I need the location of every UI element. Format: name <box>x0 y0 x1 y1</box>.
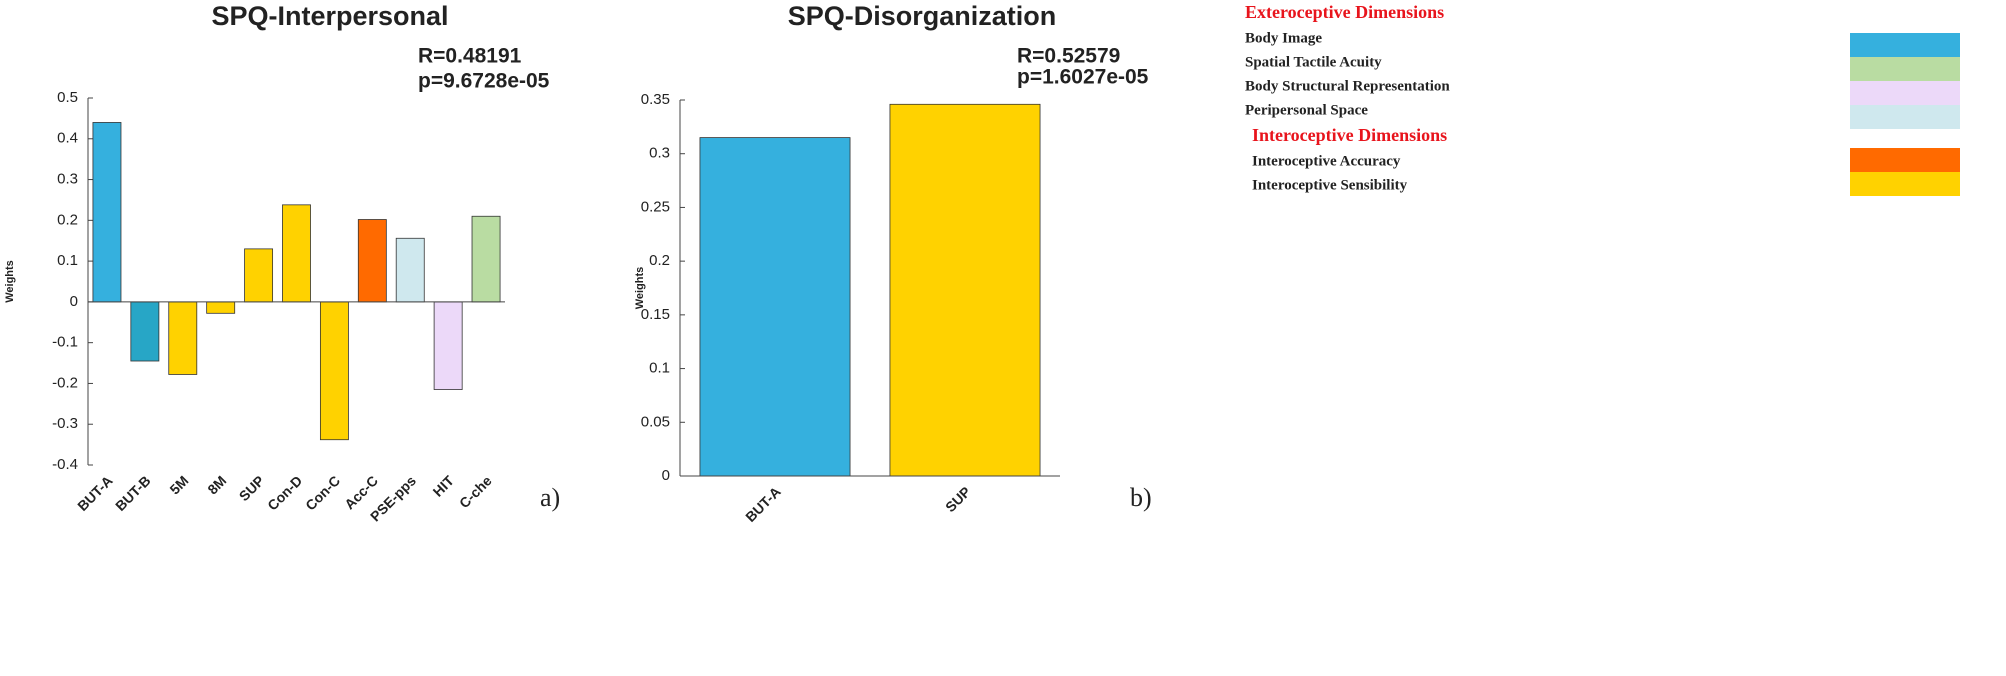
y-tick-label: -0.3 <box>52 415 78 432</box>
bar <box>699 137 851 477</box>
bar <box>319 301 349 441</box>
y-tick-label: 0.1 <box>649 360 670 377</box>
bar <box>282 204 311 303</box>
y-tick-label: -0.2 <box>52 374 78 391</box>
chart-title: SPQ-Disorganization <box>788 1 1057 31</box>
panel-label: a) <box>540 483 560 512</box>
bar <box>92 122 122 303</box>
bar <box>357 219 387 303</box>
y-tick-label: 0.3 <box>649 145 670 162</box>
legend-label: Interoceptive Sensibility <box>1252 177 1408 193</box>
legend-label: Interoceptive Accuracy <box>1252 153 1401 169</box>
y-tick-label: 0.2 <box>649 252 670 269</box>
bar <box>244 248 274 303</box>
legend-swatch <box>1850 81 1960 105</box>
annotation: R=0.48191 <box>418 45 522 68</box>
bar <box>889 103 1041 477</box>
chart-title: SPQ-Interpersonal <box>211 1 448 31</box>
x-tick-label: BUT-A <box>742 483 784 525</box>
x-tick-label: BUT-A <box>74 472 116 514</box>
x-tick-label: Con-D <box>264 472 305 513</box>
annotation: R=0.52579 <box>1017 45 1120 68</box>
bar <box>471 215 501 303</box>
legend-swatch <box>1850 105 1960 129</box>
legend-label: Body Structural Representation <box>1245 78 1450 94</box>
x-tick-label: Con-C <box>302 472 343 513</box>
y-tick-label: -0.4 <box>52 456 78 473</box>
x-tick-label: BUT-B <box>112 472 154 514</box>
x-tick-label: SUP <box>942 483 974 515</box>
y-tick-label: 0.1 <box>57 252 78 269</box>
legend-swatch <box>1850 57 1960 81</box>
x-tick-label: SUP <box>236 472 268 504</box>
legend-swatch <box>1850 33 1960 57</box>
legend-label: Peripersonal Space <box>1245 102 1368 118</box>
x-tick-label: C-che <box>456 472 495 511</box>
legend-title: Exteroceptive Dimensions <box>1245 2 1444 22</box>
y-tick-label: 0.35 <box>641 91 670 108</box>
y-tick-label: 0.4 <box>57 130 78 147</box>
bar <box>168 301 198 375</box>
y-tick-label: 0.15 <box>641 306 670 323</box>
bar <box>433 301 463 390</box>
legend-swatch <box>1850 172 1960 196</box>
y-tick-label: 0 <box>662 467 670 484</box>
x-tick-label: HIT <box>430 472 458 500</box>
panel-label: b) <box>1130 483 1152 512</box>
y-axis-label: Weights <box>4 260 16 303</box>
y-tick-label: -0.1 <box>52 334 78 351</box>
annotation: p=9.6728e-05 <box>418 70 550 93</box>
bar <box>395 237 425 303</box>
y-tick-label: 0.3 <box>57 171 78 188</box>
bar <box>206 301 236 314</box>
y-tick-label: 0.05 <box>641 413 670 430</box>
y-tick-label: 0.2 <box>57 211 78 228</box>
x-tick-label: 5M <box>166 472 191 497</box>
bar <box>130 301 160 362</box>
y-tick-label: 0.25 <box>641 198 670 215</box>
y-tick-label: 0 <box>70 293 78 310</box>
legend-label: Body Image <box>1245 30 1322 46</box>
legend-label: Spatial Tactile Acuity <box>1245 54 1382 70</box>
legend-swatch <box>1850 148 1960 172</box>
legend-title: Interoceptive Dimensions <box>1252 125 1447 145</box>
y-axis-label: Weights <box>634 267 646 310</box>
annotation: p=1.6027e-05 <box>1017 66 1149 89</box>
y-tick-label: 0.5 <box>57 89 78 106</box>
x-tick-label: 8M <box>204 472 229 497</box>
